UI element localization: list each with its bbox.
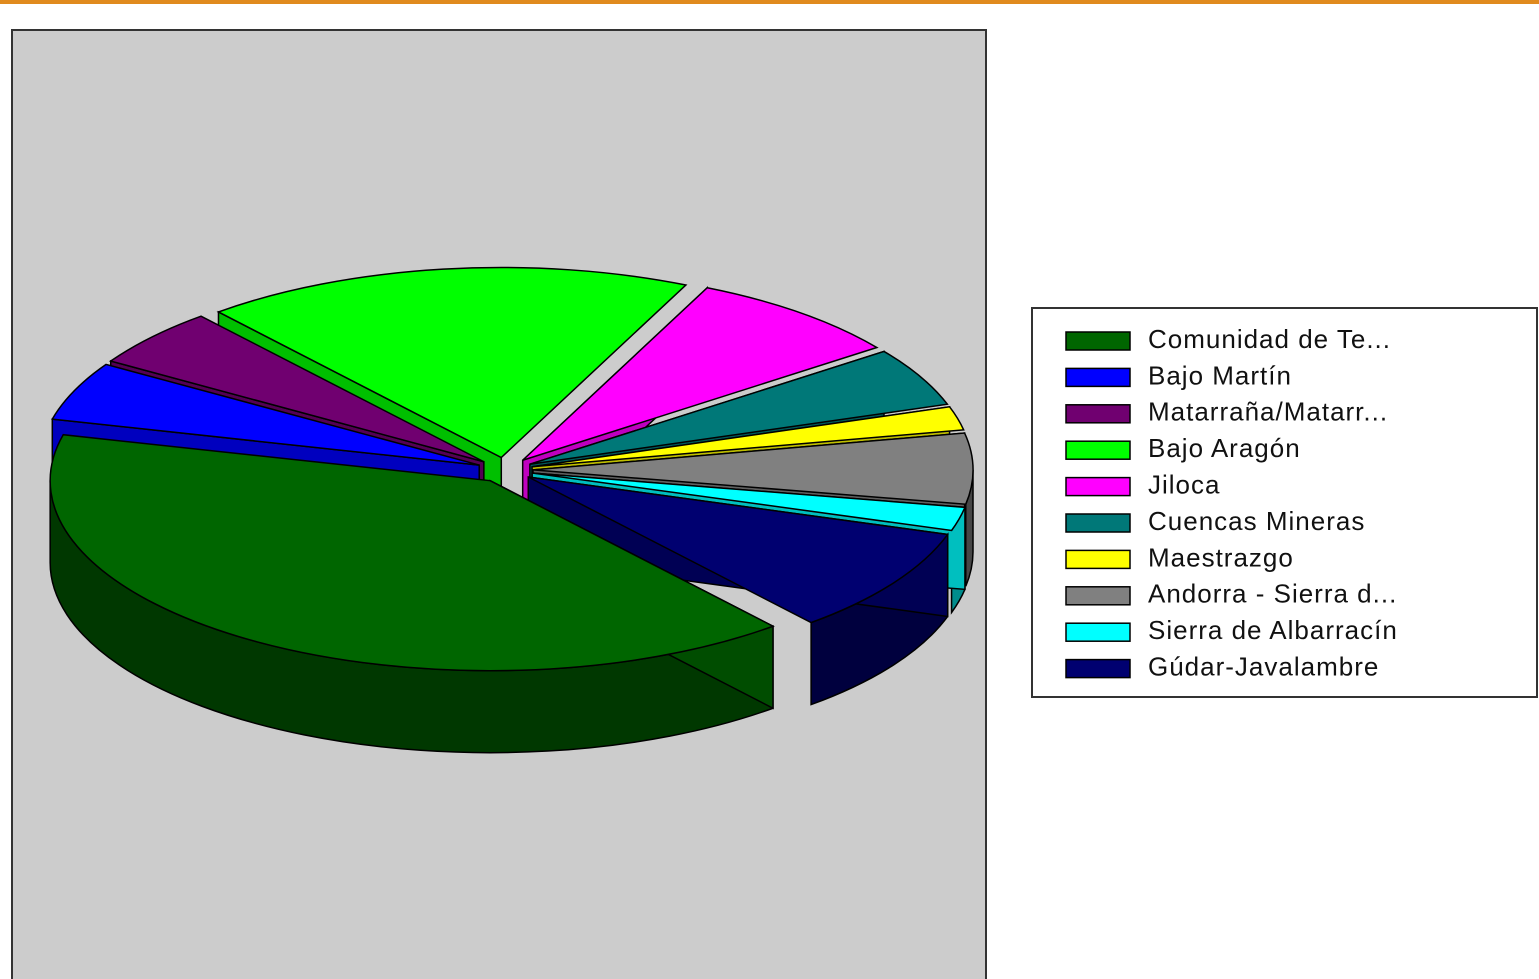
slice <box>108 315 485 463</box>
legend-label: Matarraña/Matarr... <box>1148 397 1388 427</box>
legend-label: Jiloca <box>1148 469 1220 499</box>
top-rule <box>0 0 1539 4</box>
legend-swatch <box>1065 331 1131 351</box>
legend-label: Bajo Aragón <box>1148 433 1301 463</box>
legend-swatch <box>1065 549 1131 570</box>
legend-swatch <box>1065 586 1131 606</box>
legend-swatch <box>1065 367 1131 388</box>
legend-label: Gúdar-Javalambre <box>1148 651 1379 681</box>
slice <box>522 286 879 461</box>
legend-label: Cuencas Mineras <box>1148 506 1365 536</box>
legend-swatch <box>1065 476 1131 497</box>
slice <box>529 350 949 465</box>
legend-swatch <box>1065 513 1131 533</box>
slice <box>216 266 688 459</box>
slice <box>527 476 950 624</box>
slice <box>531 406 965 468</box>
slice <box>51 363 480 466</box>
legend-label: Andorra - Sierra d... <box>1148 579 1397 609</box>
legend-label: Maestrazgo <box>1148 542 1294 572</box>
legend-label: Bajo Martín <box>1148 360 1292 390</box>
legend-label: Comunidad de Te... <box>1148 324 1391 354</box>
legend-swatch <box>1065 440 1131 460</box>
slice <box>532 432 974 506</box>
legend-label: Sierra de Albarracín <box>1148 615 1398 645</box>
slice <box>49 433 775 672</box>
legend-swatch <box>1065 622 1131 642</box>
legend-swatch <box>1065 658 1131 679</box>
legend-swatch <box>1065 404 1131 424</box>
slice <box>532 472 967 532</box>
